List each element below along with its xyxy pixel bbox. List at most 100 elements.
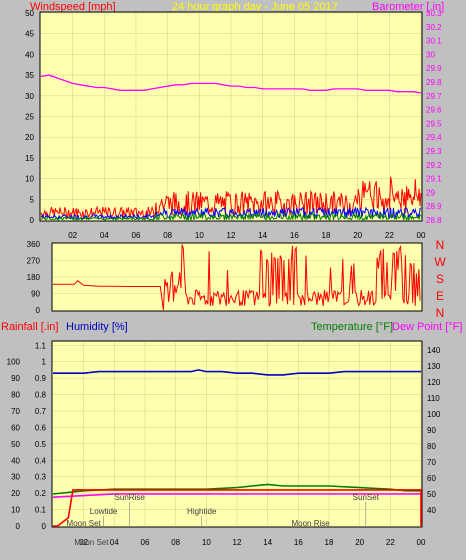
compass-letter: W	[434, 255, 446, 269]
wind-x-tick-label: 04	[100, 231, 109, 240]
temperature-y-tick-label: 100	[427, 410, 441, 419]
humidity-y-tick-label: 0	[16, 522, 21, 531]
astro-annotation: SunRise	[115, 493, 146, 502]
direction-y-tick-label: 0	[36, 306, 41, 315]
wind-y-tick-label: 5	[30, 195, 35, 204]
bottom-x-tick-label: 06	[141, 538, 150, 547]
temperature-y-tick-label: 70	[427, 458, 436, 467]
bottom-x-tick-label: 22	[386, 538, 395, 547]
barometer-y-tick-label: 30.2	[426, 23, 442, 32]
wind-x-tick-label: 10	[195, 231, 204, 240]
wind-direction-line	[53, 244, 421, 311]
wind-y-tick-label: 35	[25, 71, 34, 80]
barometer-y-tick-label: 30.3	[426, 9, 442, 18]
rain-line	[53, 489, 422, 527]
wind-average-line	[40, 206, 422, 221]
barometer-y-tick-label: 29.9	[426, 64, 442, 73]
direction-y-tick-label: 180	[27, 273, 41, 282]
direction-y-tick-label: 270	[27, 257, 41, 266]
barometer-label: Barometer [.in]	[372, 1, 444, 13]
wind-y-tick-label: 50	[25, 9, 34, 18]
bottom-x-tick-label: 00	[417, 538, 426, 547]
rain-y-tick-label: 0.5	[35, 440, 47, 449]
temperature-y-tick-label: 90	[427, 426, 436, 435]
wind-y-tick-label: 25	[25, 113, 34, 122]
humidity-y-tick-label: 70	[11, 407, 20, 416]
temperature-y-tick-label: 130	[427, 362, 441, 371]
compass-letter: N	[436, 238, 445, 252]
wind-x-tick-label: 12	[227, 231, 236, 240]
humidity-y-tick-label: 100	[7, 358, 21, 367]
astro-annotation: Moon Set	[67, 519, 102, 528]
wind-x-tick-label: 08	[163, 231, 172, 240]
barometer-y-tick-label: 29.7	[426, 92, 442, 101]
bottom-x-tick-label: 12	[233, 538, 242, 547]
direction-y-tick-label: 90	[31, 290, 40, 299]
compass-letter: N	[436, 306, 445, 320]
humidity-y-tick-label: 20	[11, 489, 20, 498]
chart-marks: 0510152025303540455028.828.92929.129.229…	[7, 9, 447, 547]
wind-y-tick-label: 30	[25, 92, 34, 101]
astro-annotation: Hightide	[187, 507, 217, 516]
rainfall-label: Rainfall [.in]	[1, 321, 58, 333]
temperature-y-tick-label: 60	[427, 474, 436, 483]
wind-x-tick-label: 22	[385, 231, 394, 240]
astro-annotation: Moon Rise	[291, 519, 330, 528]
temperature-y-tick-label: 140	[427, 346, 441, 355]
wind-y-tick-label: 10	[25, 175, 34, 184]
compass-letter: E	[436, 289, 444, 303]
rain-y-tick-label: 0.4	[35, 456, 47, 465]
humidity-y-tick-label: 30	[11, 473, 20, 482]
rain-y-tick-label: 0.1	[35, 506, 47, 515]
compass-letter: S	[436, 272, 444, 286]
humidity-y-tick-label: 40	[11, 456, 20, 465]
rain-y-tick-label: 0.2	[35, 489, 47, 498]
rain-y-tick-label: 1.1	[35, 341, 47, 350]
temperature-y-tick-label: 110	[427, 394, 440, 403]
barometer-y-tick-label: 29.3	[426, 147, 442, 156]
barometer-y-tick-label: 30	[426, 50, 435, 59]
wind-x-tick-label: 06	[132, 231, 141, 240]
bottom-x-tick-label: 04	[110, 538, 119, 547]
wind-x-tick-label: 16	[290, 231, 299, 240]
humidity-y-tick-label: 50	[11, 440, 20, 449]
bottom-x-tick-label: 16	[294, 538, 303, 547]
wind-x-tick-label: 02	[68, 231, 77, 240]
astro-annotation: Moon Set	[74, 538, 109, 547]
astro-annotation: SunSet	[353, 493, 380, 502]
humidity-y-tick-label: 80	[11, 391, 20, 400]
wind-x-tick-label: 14	[258, 231, 267, 240]
wind-y-tick-label: 0	[30, 216, 35, 225]
astro-annotation: Lowtide	[90, 507, 118, 516]
bottom-x-tick-label: 18	[325, 538, 334, 547]
temperature-y-tick-label: 50	[427, 490, 436, 499]
dewpoint-line	[52, 493, 421, 498]
humidity-y-tick-label: 60	[11, 423, 20, 432]
bottom-x-tick-label: 02	[79, 538, 88, 547]
rain-y-tick-label: 0.3	[35, 473, 47, 482]
barometer-y-tick-label: 29.8	[426, 78, 442, 87]
humidity-label: Humidity [%]	[66, 321, 128, 333]
humidity-line	[53, 369, 421, 376]
bottom-x-tick-label: 08	[171, 538, 180, 547]
barometer-line	[40, 74, 422, 94]
wind-low-line	[40, 211, 422, 222]
barometer-y-tick-label: 29.4	[426, 133, 442, 142]
barometer-y-tick-label: 29.6	[426, 106, 442, 115]
barometer-y-tick-label: 29	[426, 188, 435, 197]
rain-y-tick-label: 0.6	[35, 423, 47, 432]
wind-x-tick-label: 18	[322, 231, 331, 240]
wind-y-tick-label: 15	[25, 154, 34, 163]
dewpoint-label: Dew Point [°F]	[392, 321, 462, 333]
wind-y-tick-label: 20	[25, 133, 34, 142]
barometer-y-tick-label: 29.1	[426, 175, 442, 184]
graph-title: 24 hour graph day - June 05 2017	[172, 1, 338, 13]
barometer-y-tick-label: 28.9	[426, 202, 442, 211]
humidity-y-tick-label: 90	[11, 374, 20, 383]
direction-y-tick-label: 360	[27, 240, 41, 249]
wind-y-tick-label: 45	[25, 30, 34, 39]
rain-y-tick-label: 0.9	[35, 374, 47, 383]
rain-y-tick-label: 1	[42, 358, 47, 367]
